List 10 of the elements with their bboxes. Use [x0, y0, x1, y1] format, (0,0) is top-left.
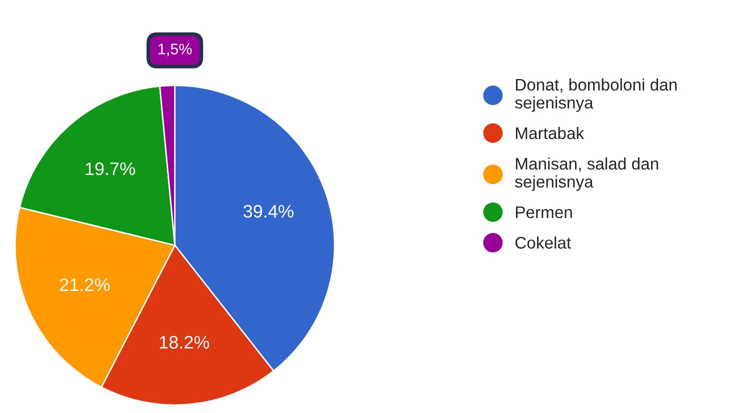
data-label: 39.4%	[244, 204, 294, 218]
legend-label: Manisan, salad dan sejenisnya	[515, 157, 658, 191]
data-label: 18.2%	[160, 336, 210, 349]
data-label: 21.2%	[60, 278, 110, 292]
legend-label: Cokelat	[515, 236, 571, 249]
data-label: 1,5%	[158, 44, 192, 56]
legend-label: Donat, bomboloni dan sejenisnya	[515, 78, 677, 112]
data-label: 19.7%	[86, 162, 135, 176]
legend-label: Permen	[516, 206, 572, 218]
legend-label: Martabak	[516, 126, 584, 140]
